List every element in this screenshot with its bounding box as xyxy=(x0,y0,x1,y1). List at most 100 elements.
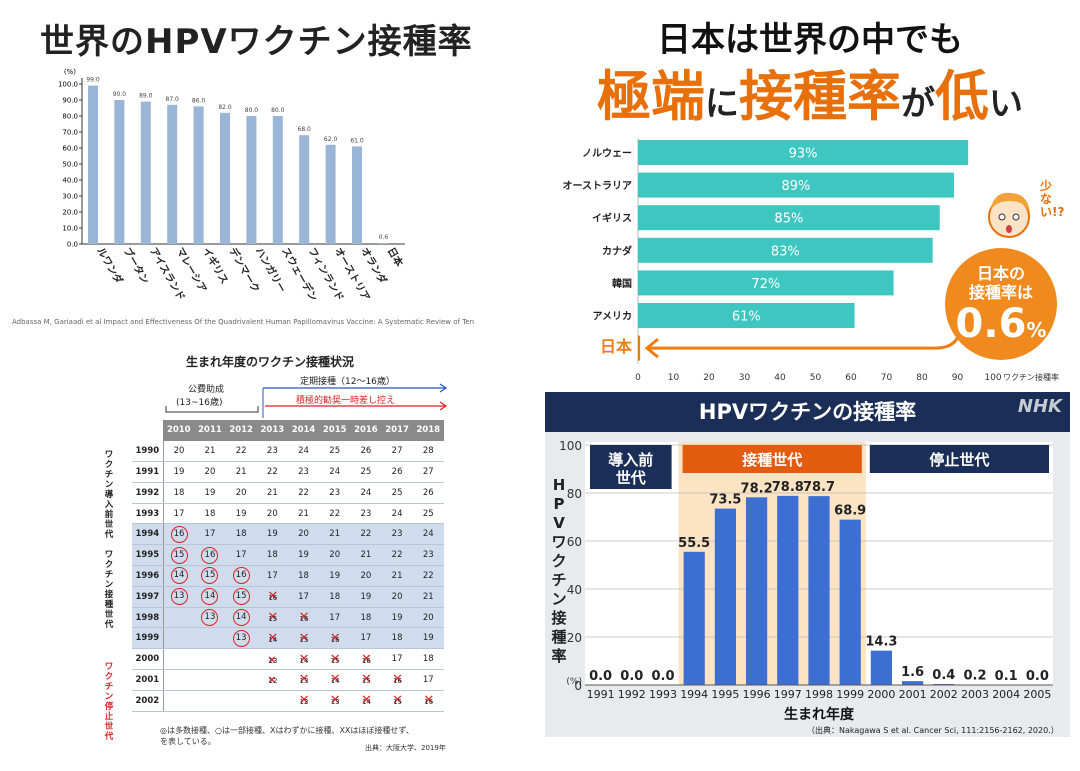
chart3-svg: 0 20 40 60 80 100 (%) HPVワクチン接種率 導入前世代 接種世代 停止世代 0.… xyxy=(545,432,1070,737)
chart3-xtick: 2003 xyxy=(961,688,989,701)
table-row-year: 2000 xyxy=(132,648,164,671)
chart1-ylabel: (%) xyxy=(64,68,76,76)
table-cell: 18 xyxy=(225,523,257,546)
chart2-bar xyxy=(638,335,641,361)
chart3-generation-label: 停止世代 xyxy=(929,451,989,469)
table-cell xyxy=(194,627,226,650)
chart1-bar xyxy=(246,116,257,244)
chart3-ylabel-char: ワ xyxy=(551,533,566,551)
world-vaccination-panel: 世界のHPVワクチン接種率 (%) 0.0 10.0 20.0 30.0 40.0 50.0… xyxy=(0,0,540,330)
table-cell: 14 xyxy=(163,565,195,587)
table-cell: 15 xyxy=(194,565,226,587)
table-cell: 20 xyxy=(412,607,444,629)
chart3-ylabel-char: ク xyxy=(551,552,566,570)
chart3-xtick: 1996 xyxy=(743,688,771,701)
table-cell: ✕15 xyxy=(350,669,382,691)
surprised-face-illustration xyxy=(988,192,1030,238)
chart3-generation-label: 接種世代 xyxy=(742,451,802,469)
table-cell: 21 xyxy=(412,586,444,608)
table-row: 1997 13 14 15 ✕16 17 18 19 20 21 xyxy=(132,586,444,608)
table-cell: 17 xyxy=(194,523,226,546)
table-cell: 19 xyxy=(350,586,382,608)
table-cell: 19 xyxy=(163,461,195,483)
chart2-axis-unit: ワクチン接種率 xyxy=(1003,372,1059,382)
table-cell: 18 xyxy=(194,503,226,525)
chart3-bar xyxy=(683,551,705,685)
table-cell: 17 xyxy=(287,586,320,608)
table-cell: 20 xyxy=(319,544,351,567)
chart1-data-label: 86.0 xyxy=(192,97,206,104)
chart2-xtick: 60 xyxy=(845,373,857,383)
chart1-ytick: 0.0 xyxy=(67,241,78,249)
chart2-category-label: アメリカ xyxy=(593,311,633,323)
table-cell xyxy=(163,690,195,712)
chart3-bar xyxy=(902,681,924,685)
table-cell: 23 xyxy=(256,440,288,463)
chart1-ytick: 20.0 xyxy=(62,209,78,217)
chart1-bar xyxy=(114,100,125,244)
chart3-data-label: 68.9 xyxy=(834,504,866,519)
birth-year-table-panel: 生まれ年度のワクチン接種状況 公費助成 (13~16歳) 定期接種（12～16歳… xyxy=(0,340,540,771)
chart2-data-label: 72% xyxy=(751,277,780,292)
table-row-year: 2002 xyxy=(132,690,164,712)
table-cell: 18 xyxy=(287,565,320,587)
chart3-xtick: 1994 xyxy=(680,688,708,701)
table-cell: 19 xyxy=(194,482,226,504)
table-cell: ✕13 xyxy=(319,690,351,712)
table-cell: 19 xyxy=(381,607,413,629)
table-cell: 22 xyxy=(381,544,413,567)
chart1-bar xyxy=(378,243,389,244)
table-cell xyxy=(225,669,257,691)
chart3-ytick: 60 xyxy=(567,535,582,549)
chart2-xtick: 90 xyxy=(952,373,964,383)
chart3-ylabel-char: H xyxy=(553,476,566,494)
table-cell: 21 xyxy=(194,440,226,463)
chart3-data-label: 14.3 xyxy=(865,635,897,650)
table-cell: 25 xyxy=(412,503,444,525)
table-cell xyxy=(194,648,226,671)
table-cell: 17 xyxy=(163,503,195,525)
chart3-data-label: 78.8 xyxy=(772,480,804,495)
chart3-xtick: 1999 xyxy=(836,688,864,701)
badge-line2: 接種率は xyxy=(968,283,1033,302)
table-cell: 18 xyxy=(256,544,288,567)
table-row: 1996 14 15 16 17 18 19 20 21 22 xyxy=(132,565,444,587)
table-row: 1991 19 20 21 22 23 24 25 26 27 xyxy=(132,461,444,483)
nhk-chart-panel: HPVワクチンの接種率 NHK 0 20 40 60 80 100 (%) H P V ワクチン接種… xyxy=(545,392,1070,737)
table-cell: 24 xyxy=(319,461,351,483)
table-row: 1993 17 18 19 20 21 22 23 24 25 xyxy=(132,503,444,525)
chart3-xtick: 1998 xyxy=(805,688,833,701)
japan-rate-badge: 日本の 接種率は 0.6% xyxy=(945,248,1057,360)
chart1-bar xyxy=(167,104,178,244)
chart2-data-label: 61% xyxy=(732,310,761,325)
chart3-data-label: 78.7 xyxy=(803,480,835,495)
table-cell: 16 xyxy=(194,544,226,567)
table-row: 2001 ×12 ✕13 ✕14 ✕15 ✕16 17 xyxy=(132,669,444,691)
table-cell: 14 xyxy=(225,607,257,629)
table-cell: ✕16 xyxy=(319,627,351,650)
chart1-bar xyxy=(299,135,310,244)
group-label-vaccinated: ワクチン接種世代 xyxy=(104,550,114,630)
chart3-data-label: 55.5 xyxy=(678,536,710,551)
table-cell: ✕15 xyxy=(319,648,351,671)
chart1-ytick: 60.0 xyxy=(62,145,78,153)
headline-word-rate: 接種率 xyxy=(739,65,901,128)
chart3-generation-box xyxy=(590,445,672,489)
table-cell: ✕14 xyxy=(350,690,382,712)
table-bracket-lines xyxy=(165,383,448,418)
birth-year-table: 2010 2011 2012 2013 2014 2015 2016 2017 2018 1990… xyxy=(132,420,444,712)
table-cell: 17 xyxy=(256,565,288,587)
table-row-year: 1994 xyxy=(132,523,164,546)
table-cell: 14 xyxy=(194,586,226,608)
table-cell: 24 xyxy=(287,440,320,463)
table-col-header: 2015 xyxy=(319,420,351,441)
chart1-ytick: 30.0 xyxy=(62,193,78,201)
chart3-xtick: 1997 xyxy=(774,688,802,701)
table-cell: 22 xyxy=(350,523,382,546)
table-col-header: 2018 xyxy=(412,420,444,441)
chart1-bar xyxy=(272,116,283,244)
exclaim-text: 少ない!? xyxy=(1040,179,1065,219)
table-row: 2002 ✕12 ✕13 ✕14 ✕15 ✕16 xyxy=(132,690,444,712)
chart3-ylabel-char: P xyxy=(554,495,565,513)
chart3-xtick: 1995 xyxy=(711,688,739,701)
